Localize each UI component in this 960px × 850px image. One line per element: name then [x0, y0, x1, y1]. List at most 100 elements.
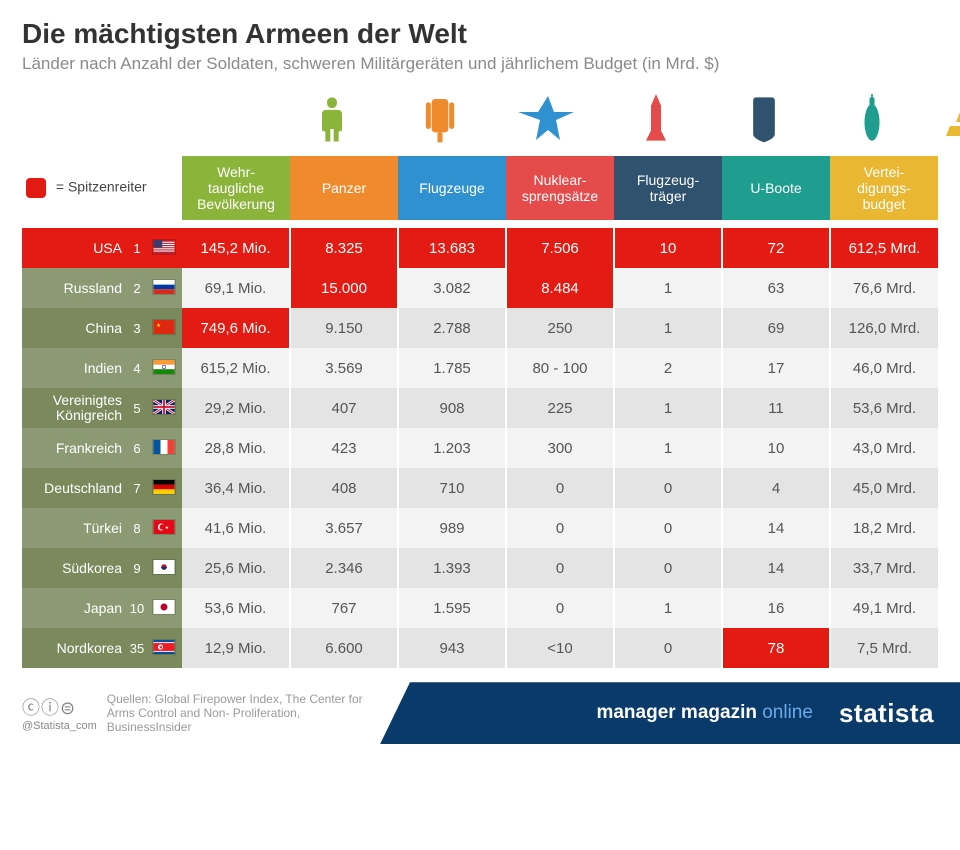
cell-planes: 1.785 — [398, 348, 506, 388]
cell-subs: 10 — [722, 428, 830, 468]
cell-tanks: 3.569 — [290, 348, 398, 388]
cell-planes: 943 — [398, 628, 506, 668]
country-name: Deutschland — [44, 481, 122, 496]
cell-planes: 2.788 — [398, 308, 506, 348]
cell-budget: 53,6 Mrd. — [830, 388, 938, 428]
rank: 6 — [128, 441, 146, 456]
cell-carrier: 0 — [614, 548, 722, 588]
cell-nukes: 225 — [506, 388, 614, 428]
cell-carrier: 0 — [614, 468, 722, 508]
flag-icon — [152, 359, 176, 378]
table-row: Japan1053,6 Mio.7671.595011649,1 Mrd. — [22, 588, 938, 628]
table-row: Südkorea925,6 Mio.2.3461.393001433,7 Mrd… — [22, 548, 938, 588]
table-row: Russland269,1 Mio.15.0003.0828.48416376,… — [22, 268, 938, 308]
footer: ⓒⓘ⊜ @Statista_com Quellen: Global Firepo… — [0, 682, 960, 744]
cell-carrier: 2 — [614, 348, 722, 388]
cell-tanks: 15.000 — [290, 268, 398, 308]
cell-planes: 13.683 — [398, 228, 506, 268]
rank: 3 — [128, 321, 146, 336]
cell-planes: 1.393 — [398, 548, 506, 588]
brand-statista: statista — [839, 698, 934, 729]
cell-planes: 989 — [398, 508, 506, 548]
rank: 2 — [128, 281, 146, 296]
svg-text:★: ★ — [156, 323, 161, 329]
cell-tanks: 407 — [290, 388, 398, 428]
cell-tanks: 2.346 — [290, 548, 398, 588]
cell-nukes: 0 — [506, 548, 614, 588]
cell-pop: 25,6 Mio. — [182, 548, 290, 588]
title: Die mächtigsten Armeen der Welt — [22, 18, 938, 50]
cell-subs: 14 — [722, 548, 830, 588]
table-row: Frankreich628,8 Mio.4231.20330011043,0 M… — [22, 428, 938, 468]
table-row: VereinigtesKönigreich529,2 Mio.407908225… — [22, 388, 938, 428]
cell-subs: 63 — [722, 268, 830, 308]
country-name: China — [85, 321, 122, 336]
country-name: Türkei — [83, 521, 122, 536]
cell-pop: 12,9 Mio. — [182, 628, 290, 668]
column-icon-tanks — [290, 86, 398, 156]
leader-swatch — [26, 178, 46, 198]
flag-icon — [152, 239, 176, 258]
cell-carrier: 1 — [614, 308, 722, 348]
cell-budget: 126,0 Mrd. — [830, 308, 938, 348]
rank: 4 — [128, 361, 146, 376]
country-name: Japan — [84, 601, 122, 616]
cell-budget: 18,2 Mrd. — [830, 508, 938, 548]
column-icon-subs — [722, 86, 830, 156]
cell-budget: 7,5 Mrd. — [830, 628, 938, 668]
flag-icon — [152, 479, 176, 498]
column-icon-nukes — [506, 86, 614, 156]
brand-manager-magazin: manager magazin online — [596, 702, 813, 724]
legend-label: = Spitzenreiter — [56, 179, 147, 195]
cell-pop: 145,2 Mio. — [182, 228, 290, 268]
cell-nukes: 80 - 100 — [506, 348, 614, 388]
cell-pop: 36,4 Mio. — [182, 468, 290, 508]
cell-budget: 46,0 Mrd. — [830, 348, 938, 388]
flag-icon — [152, 439, 176, 458]
cell-subs: 14 — [722, 508, 830, 548]
rank: 5 — [128, 401, 146, 416]
column-header-planes: Flugzeuge — [398, 156, 506, 220]
cell-budget: 612,5 Mrd. — [830, 228, 938, 268]
cell-nukes: 0 — [506, 468, 614, 508]
svg-text:★: ★ — [165, 525, 169, 530]
country-name: Nordkorea — [57, 641, 122, 656]
cell-budget: 49,1 Mrd. — [830, 588, 938, 628]
flag-icon: ★ — [152, 639, 176, 658]
column-header-pop: Wehr-tauglicheBevölkerung — [182, 156, 290, 220]
cell-tanks: 3.657 — [290, 508, 398, 548]
cell-pop: 28,8 Mio. — [182, 428, 290, 468]
column-header-tanks: Panzer — [290, 156, 398, 220]
flag-icon — [152, 559, 176, 578]
country-name: Frankreich — [56, 441, 122, 456]
table-row: Deutschland736,4 Mio.40871000445,0 Mrd. — [22, 468, 938, 508]
cell-subs: 72 — [722, 228, 830, 268]
cell-planes: 3.082 — [398, 268, 506, 308]
cell-planes: 710 — [398, 468, 506, 508]
cell-subs: 11 — [722, 388, 830, 428]
column-icon-pop — [182, 86, 290, 156]
infographic: Die mächtigsten Armeen der Welt Länder n… — [0, 0, 960, 668]
legend-cell: = Spitzenreiter — [22, 156, 182, 220]
cell-subs: 16 — [722, 588, 830, 628]
cell-tanks: 6.600 — [290, 628, 398, 668]
cell-pop: 615,2 Mio. — [182, 348, 290, 388]
header-row: = Spitzenreiter Wehr-tauglicheBevölkerun… — [22, 156, 938, 220]
table-row: Nordkorea35★12,9 Mio.6.600943<100787,5 M… — [22, 628, 938, 668]
data-table: = Spitzenreiter Wehr-tauglicheBevölkerun… — [22, 86, 938, 668]
cell-nukes: 300 — [506, 428, 614, 468]
cell-pop: 41,6 Mio. — [182, 508, 290, 548]
cell-budget: 43,0 Mrd. — [830, 428, 938, 468]
cell-nukes: 0 — [506, 588, 614, 628]
flag-icon: ★ — [152, 319, 176, 338]
column-header-budget: Vertei-digungs-budget — [830, 156, 938, 220]
cell-nukes: 250 — [506, 308, 614, 348]
table-row: USA1145,2 Mio.8.32513.6837.5061072612,5 … — [22, 228, 938, 268]
flag-icon — [152, 399, 176, 418]
column-header-subs: U-Boote — [722, 156, 830, 220]
rank: 10 — [128, 601, 146, 616]
twitter-handle: @Statista_com — [22, 720, 97, 732]
table-row: China3★749,6 Mio.9.1502.788250169126,0 M… — [22, 308, 938, 348]
subtitle: Länder nach Anzahl der Soldaten, schwere… — [22, 54, 938, 74]
country-name: VereinigtesKönigreich — [53, 393, 122, 424]
